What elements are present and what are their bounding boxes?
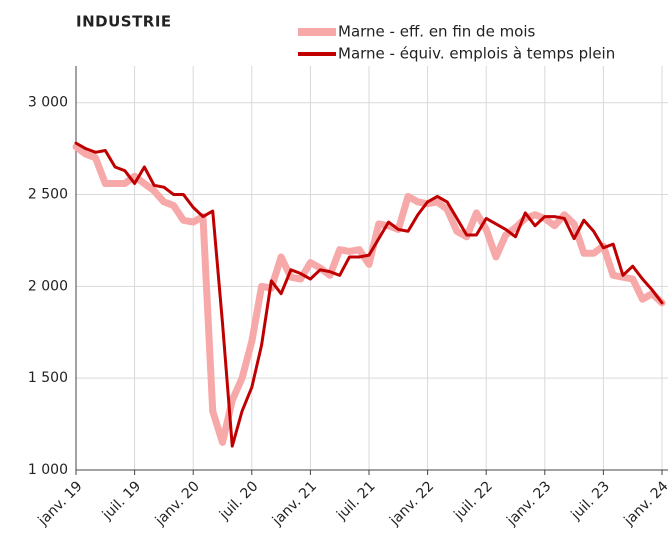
y-tick-label: 2 500 xyxy=(28,187,68,203)
x-tick-label: janv. 21 xyxy=(269,478,320,529)
x-tick-label: janv. 22 xyxy=(386,478,437,529)
x-tick-label: janv. 24 xyxy=(621,478,672,529)
x-tick-label: janv. 19 xyxy=(35,478,86,529)
series-line xyxy=(72,143,666,446)
legend-label: Marne - eff. en fin de mois xyxy=(338,23,536,41)
y-tick-label: 2 000 xyxy=(28,278,68,294)
x-tick-label: janv. 20 xyxy=(152,478,203,529)
x-tick-label: juil. 19 xyxy=(99,478,144,523)
chart-title: INDUSTRIE xyxy=(76,13,172,31)
x-tick-label: juil. 23 xyxy=(568,478,613,523)
legend-label: Marne - équiv. emplois à temps plein xyxy=(338,45,615,63)
x-tick-label: juil. 20 xyxy=(216,478,261,523)
y-tick-label: 1 500 xyxy=(28,370,68,386)
x-tick-label: juil. 21 xyxy=(333,478,378,523)
y-tick-label: 1 000 xyxy=(28,462,68,478)
x-tick-label: janv. 23 xyxy=(503,478,554,529)
series-line xyxy=(74,141,664,448)
y-tick-label: 3 000 xyxy=(28,95,68,111)
x-tick-label: juil. 22 xyxy=(450,478,495,523)
